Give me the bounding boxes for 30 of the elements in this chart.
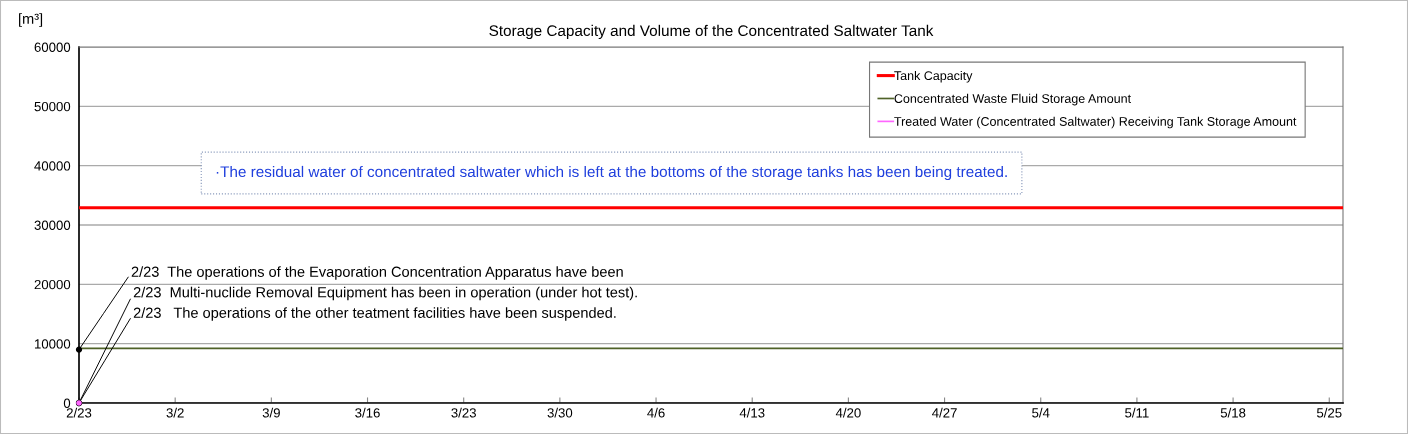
x-tick-label: 4/20	[835, 407, 861, 418]
x-tick-label: 4/6	[647, 407, 665, 418]
x-tick-label: 5/25	[1316, 407, 1342, 418]
x-tick-label: 5/11	[1125, 407, 1149, 418]
x-tick-label: 3/23	[451, 407, 476, 418]
y-tick-label: 0	[63, 398, 71, 408]
x-tick-label: 2/23	[66, 407, 92, 418]
y-tick-label: 20000	[34, 279, 71, 290]
annotation: 2/23 Multi-nuclide Removal Equipment has been in operation (under hot test).	[133, 286, 637, 301]
y-tick-label: 50000	[34, 101, 71, 112]
legend-label: Concentrated Waste Fluid Storage Amount	[894, 93, 1131, 106]
annotation: 2/23 The operations of the Evaporation Concentration Apparatus have been	[131, 266, 623, 280]
legend-label: Treated Water (Concentrated Saltwater) Receiving Tank Storage Amount	[894, 116, 1297, 129]
y-tick-label: 30000	[34, 220, 71, 230]
annotation: ·The residual water of concentrated saltwater which is left at the bottoms of the storage tanks has been being treated.	[216, 165, 1007, 181]
y-tick-label: 10000	[34, 339, 71, 349]
y-tick-label: 60000	[34, 42, 71, 52]
x-tick-label: 5/18	[1220, 407, 1246, 418]
x-tick-label: 4/27	[932, 407, 957, 418]
x-tick-label: 5/4	[1032, 407, 1050, 418]
x-tick-label: 3/9	[262, 407, 280, 418]
x-tick-label: 3/30	[547, 407, 573, 418]
x-tick-label: 3/16	[355, 407, 380, 418]
x-tick-label: 3/2	[166, 407, 184, 418]
x-tick-label: 4/13	[739, 407, 765, 418]
y-axis-title: [m³]	[19, 13, 43, 27]
legend-label: Tank Capacity	[894, 70, 973, 83]
chart-title: Storage Capacity and Volume of the Concentrated Saltwater Tank	[489, 24, 934, 40]
y-tick-label: 40000	[34, 161, 71, 171]
annotation: 2/23 The operations of the other teatment facilities have been suspended.	[133, 307, 616, 321]
